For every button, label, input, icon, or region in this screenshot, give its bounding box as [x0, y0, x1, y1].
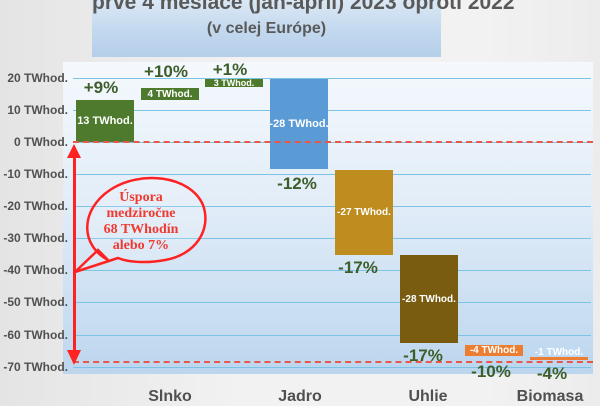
y-tick: -50 TWhod.	[3, 295, 68, 309]
bar-increment: 3 TWhod.	[205, 78, 263, 88]
speech-bubble-icon	[74, 176, 207, 274]
gridline	[73, 238, 591, 239]
gridline	[73, 110, 591, 111]
bar-label: 4 TWhod.	[147, 88, 193, 100]
bar-decrement: -4 TWhod.	[465, 345, 523, 356]
y-tick: -20 TWhod.	[3, 199, 68, 213]
y-tick: -60 TWhod.	[3, 328, 68, 342]
bar-uhlie: -28 TWhod.	[400, 255, 458, 343]
x-label-jadro: Jadro	[278, 388, 322, 405]
title-line-2: (v celej Európe)	[206, 20, 327, 37]
y-tick: -70 TWhod.	[3, 360, 68, 374]
pct-label: -17%	[403, 346, 443, 365]
arrow-up-icon	[67, 144, 81, 158]
pct-label: -12%	[277, 174, 317, 193]
bar-slnko: 13 TWhod.	[76, 100, 134, 142]
plot-area	[63, 62, 593, 374]
gridline	[73, 174, 591, 175]
bar-label: -4 TWhod.	[469, 345, 519, 356]
savings-annotation: Úspora medziročne 68 TWhodín alebo 7%	[86, 190, 196, 254]
gridline	[73, 367, 591, 368]
pct-label: +1%	[212, 60, 248, 79]
y-tick: 10 TWhod.	[7, 103, 68, 117]
pct-label: +9%	[83, 78, 119, 97]
bar-decrement: -27 TWhod.	[335, 170, 393, 255]
y-tick: 20 TWhod.	[7, 71, 68, 85]
pct-label: +10%	[144, 62, 188, 81]
bar-label: -28 TWhod.	[269, 118, 329, 130]
bar-label: 3 TWhod.	[213, 78, 255, 88]
bar-label: -28 TWhod.	[402, 293, 456, 305]
total-reference-line	[73, 361, 593, 363]
gridline	[73, 270, 591, 271]
gridline	[73, 78, 591, 79]
x-label-biomasa: Biomasa	[516, 388, 584, 405]
bar-jadro: -28 TWhod.	[269, 79, 329, 169]
bar-increment: 4 TWhod.	[141, 88, 199, 100]
x-label-slnko: Slnko	[148, 388, 192, 405]
chart-title: prvé 4 mesiace (jan-april) 2023 oproti 2…	[92, 0, 515, 57]
pct-label: -10%	[471, 362, 511, 381]
x-label-uhlie: Uhlie	[408, 388, 448, 405]
annotation-line: alebo 7%	[112, 238, 170, 253]
title-line-1: prvé 4 mesiace (jan-april) 2023 oproti 2…	[92, 0, 515, 14]
y-tick: -40 TWhod.	[3, 263, 68, 277]
arrow-down-icon	[67, 350, 81, 365]
gridline	[73, 302, 591, 303]
zero-reference-line	[73, 141, 593, 143]
y-tick: 0 TWhod.	[14, 135, 68, 149]
pct-label: -17%	[338, 258, 378, 277]
y-tick: -10 TWhod.	[3, 167, 68, 181]
gridline	[73, 335, 591, 336]
bar-label: -1 TWhod.	[534, 347, 584, 358]
annotation-line: 68 TWhodín	[103, 222, 179, 237]
bar-label: -27 TWhod.	[337, 207, 391, 218]
annotation-line: medziročne	[106, 206, 176, 221]
bar-label: 13 TWhod.	[77, 115, 133, 127]
pct-label: -4%	[536, 364, 568, 383]
savings-arrow-shaft	[73, 156, 76, 352]
bar-biomasa: -1 TWhod.	[530, 347, 588, 360]
y-tick: -30 TWhod.	[3, 231, 68, 245]
gridline	[73, 206, 591, 207]
annotation-line: Úspora	[119, 190, 163, 205]
